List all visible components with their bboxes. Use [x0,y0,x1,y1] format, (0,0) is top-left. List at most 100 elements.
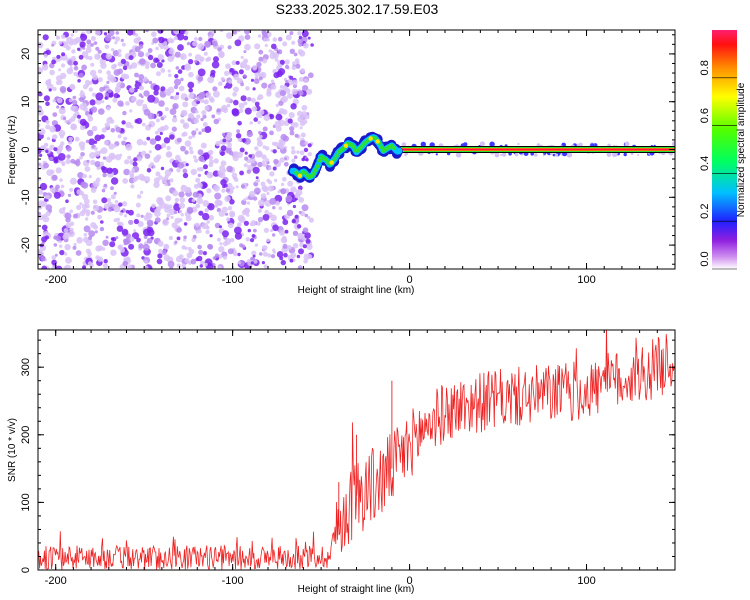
spectrogram-point [287,118,293,124]
spectrogram-point [299,126,303,130]
spectrogram-point [192,40,198,47]
spectrogram-point [240,55,244,60]
spectrogram-point [194,59,198,64]
spectrogram-point [39,153,43,157]
spectrogram-point [170,95,174,100]
spectrogram-point [187,117,192,122]
spectrogram-point [184,258,190,264]
spectrogram-point [196,167,202,172]
spectrogram-point [157,240,164,247]
spectrogram-point [68,118,73,124]
spectrogram-point [90,43,94,47]
spectrogram-point [298,197,305,203]
spectrogram-point [183,35,189,41]
spectrogram-point [294,214,299,219]
spectrogram-point [75,37,82,44]
spectrogram-point [244,151,248,155]
spectrogram-point [500,153,503,156]
spectrogram-point [269,171,275,177]
spectrogram-point [261,245,268,251]
spectrogram-point [114,85,122,92]
spectrogram-point [169,134,175,140]
snr-x-axis-label: Height of straight line (km) [298,584,415,595]
spectrogram-point [103,32,108,36]
spectrogram-point [198,249,204,255]
spectrogram-point [204,208,209,213]
spectrogram-point [136,194,142,199]
spectrogram-point [214,222,221,229]
spectrogram-point [90,106,98,113]
spectrogram-point [206,220,211,224]
spectrogram-point [238,69,244,75]
spectrogram-point [245,86,250,91]
spectrogram-point [279,157,285,163]
spectrogram-point [202,114,207,119]
spectrogram-point [276,251,284,258]
spectrogram-point [297,185,303,191]
spectrogram-point [297,265,303,269]
spectrogram-point [239,170,245,176]
spectrogram-point [48,88,52,92]
spectrogram-point [180,110,187,117]
spectrogram-point [124,159,130,165]
spectrogram-point [97,54,101,59]
spectrogram-point [534,153,538,157]
spectrogram-point [220,151,225,157]
spectrogram-point [238,102,245,109]
spectrogram-point [455,152,462,158]
spectrogram-y-tick-label: -20 [20,237,32,253]
spectrogram-point [268,166,272,170]
spectrogram-point [128,243,135,250]
spectrogram-point [282,85,288,91]
spectrogram-point [69,187,74,192]
spectrogram-point [143,176,151,183]
spectrogram-point [53,157,59,162]
spectrogram-point [213,118,220,125]
spectrogram-point [145,30,149,33]
spectrogram-point [291,79,298,86]
spectrogram-point [174,217,181,224]
spectrogram-point [185,215,192,222]
spectrogram-point [225,134,232,141]
spectrogram-point [198,36,203,42]
spectrogram-point [135,80,139,84]
spectrogram-point [277,36,283,42]
spectrogram-point [235,133,242,139]
spectrogram-point [197,76,204,82]
spectrogram-point [233,86,239,93]
spectrogram-point [75,160,81,166]
spectrogram-point [166,145,171,151]
spectrogram-point [39,200,43,204]
spectrogram-point [262,251,268,257]
spectrogram-point [184,63,191,70]
spectrogram-point [171,117,178,123]
spectrogram-point [69,83,76,90]
spectrogram-point [104,93,109,98]
spectrogram-point [104,44,110,50]
spectrogram-point [297,38,304,44]
spectrogram-point [143,90,150,97]
spectrogram-point [267,253,272,258]
spectrogram-point [552,153,556,157]
spectrogram-point [156,258,163,265]
spectrogram-point [57,153,66,161]
spectrogram-point [133,229,137,233]
spectrogram-point [56,97,63,104]
spectrogram-point [237,138,242,142]
spectrogram-point [145,64,150,70]
spectrogram-point [197,43,205,50]
spectrogram-point [41,265,47,269]
spectrogram-point [153,90,159,96]
spectrogram-point [82,208,87,214]
spectrogram-point [435,153,438,156]
spectrogram-point [264,209,269,215]
spectrogram-point [279,59,285,65]
spectrogram-point [66,154,71,159]
spectrogram-point [157,54,164,61]
carrier-track-core [332,157,337,161]
spectrogram-point [233,73,240,80]
spectrogram-point [73,66,79,71]
spectrogram-point [88,175,92,179]
spectrogram-point [60,72,67,80]
